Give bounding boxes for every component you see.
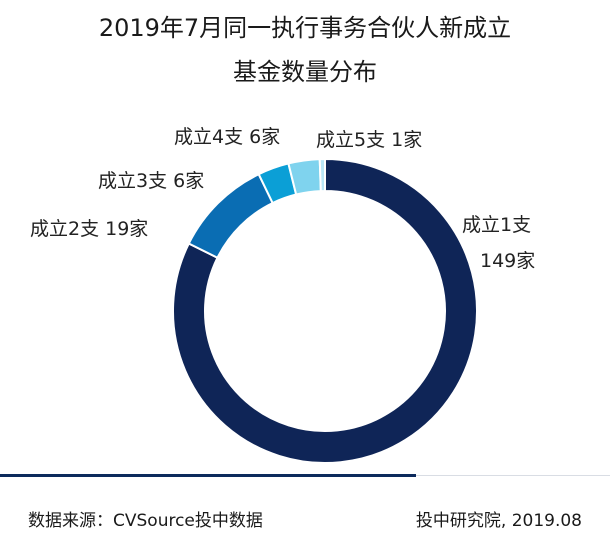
donut-slice-1 [172, 157, 478, 464]
chart-title-line2: 基金数量分布 [233, 58, 377, 86]
slice-label-1-value: 149家 [480, 250, 535, 272]
footer-divider-light [416, 475, 610, 476]
slice-label-5: 成立5支 1家 [316, 129, 422, 151]
donut-slice-5 [318, 157, 326, 193]
slice-label-4: 成立4支 6家 [174, 126, 280, 148]
credit-note: 投中研究院, 2019.08 [415, 511, 582, 531]
chart-title-line1: 2019年7月同一执行事务合伙人新成立 [98, 14, 512, 42]
footer-divider [0, 474, 416, 477]
slice-label-2: 成立2支 19家 [30, 218, 148, 240]
slice-label-3: 成立3支 6家 [98, 170, 204, 192]
source-note: 数据来源：CVSource投中数据 [28, 511, 263, 531]
slice-label-1: 成立1支 149家 [462, 214, 535, 272]
slice-label-1-category: 成立1支 [462, 214, 531, 236]
